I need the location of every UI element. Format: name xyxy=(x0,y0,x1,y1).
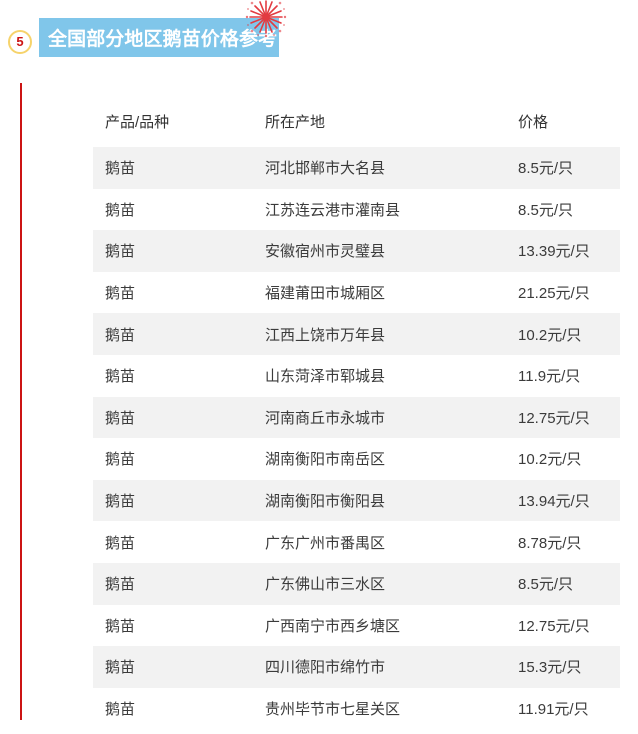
cell-product: 鹅苗 xyxy=(105,493,136,511)
cell-origin: 河北邯郸市大名县 xyxy=(265,160,386,178)
cell-origin: 湖南衡阳市衡阳县 xyxy=(265,493,386,511)
table-row: 鹅苗 江苏连云港市灌南县 8.5元/只 xyxy=(93,188,620,231)
table-row: 鹅苗 广东佛山市三水区 8.5元/只 xyxy=(93,562,620,605)
header-product: 产品/品种 xyxy=(105,113,170,131)
cell-product: 鹅苗 xyxy=(105,617,136,635)
table-row: 鹅苗 河北邯郸市大名县 8.5元/只 xyxy=(93,147,620,189)
table-row: 鹅苗 贵州毕节市七星关区 11.91元/只 xyxy=(93,687,620,730)
cell-origin: 湖南衡阳市南岳区 xyxy=(265,451,386,469)
cell-origin: 江西上饶市万年县 xyxy=(265,326,386,344)
table-row: 鹅苗 河南商丘市永城市 12.75元/只 xyxy=(93,396,620,439)
cell-product: 鹅苗 xyxy=(105,326,136,344)
cell-price: 12.75元/只 xyxy=(518,617,590,635)
cell-origin: 广东广州市番禺区 xyxy=(265,534,386,552)
cell-product: 鹅苗 xyxy=(105,701,136,719)
cell-origin: 江苏连云港市灌南县 xyxy=(265,201,401,219)
table-row: 鹅苗 广东广州市番禺区 8.78元/只 xyxy=(93,521,620,563)
cell-product: 鹅苗 xyxy=(105,576,136,594)
cell-price: 11.9元/只 xyxy=(518,368,581,386)
cell-product: 鹅苗 xyxy=(105,160,136,178)
cell-origin: 福建莆田市城厢区 xyxy=(265,285,386,303)
header-price: 价格 xyxy=(518,113,549,131)
cell-product: 鹅苗 xyxy=(105,534,136,552)
cell-price: 8.5元/只 xyxy=(518,201,574,219)
table-row: 鹅苗 湖南衡阳市南岳区 10.2元/只 xyxy=(93,438,620,480)
cell-origin: 河南商丘市永城市 xyxy=(265,409,386,427)
table-row: 鹅苗 山东菏泽市郓城县 11.9元/只 xyxy=(93,354,620,397)
cell-price: 10.2元/只 xyxy=(518,451,582,469)
cell-price: 8.5元/只 xyxy=(518,160,574,178)
cell-price: 10.2元/只 xyxy=(518,326,582,344)
cell-origin: 安徽宿州市灵璧县 xyxy=(265,243,386,261)
table-header: 产品/品种 所在产地 价格 xyxy=(93,95,620,147)
section-number-badge: 5 xyxy=(8,30,32,54)
table-body: 鹅苗 河北邯郸市大名县 8.5元/只 鹅苗 江苏连云港市灌南县 8.5元/只 鹅… xyxy=(93,147,620,730)
table-row: 鹅苗 湖南衡阳市衡阳县 13.94元/只 xyxy=(93,479,620,522)
cell-price: 21.25元/只 xyxy=(518,285,590,303)
table-row: 鹅苗 福建莆田市城厢区 21.25元/只 xyxy=(93,271,620,314)
section-number: 5 xyxy=(16,34,24,49)
cell-product: 鹅苗 xyxy=(105,451,136,469)
cell-price: 8.5元/只 xyxy=(518,576,574,594)
cell-origin: 广东佛山市三水区 xyxy=(265,576,386,594)
cell-price: 11.91元/只 xyxy=(518,701,589,719)
cell-price: 15.3元/只 xyxy=(518,659,582,677)
cell-origin: 贵州毕节市七星关区 xyxy=(265,701,401,719)
table-row: 鹅苗 四川德阳市绵竹市 15.3元/只 xyxy=(93,646,620,688)
cell-product: 鹅苗 xyxy=(105,201,136,219)
cell-price: 8.78元/只 xyxy=(518,534,582,552)
price-table: 产品/品种 所在产地 价格 鹅苗 河北邯郸市大名县 8.5元/只 鹅苗 江苏连云… xyxy=(93,95,620,730)
accent-line xyxy=(20,83,22,720)
section-title-banner: 全国部分地区鹅苗价格参考 xyxy=(39,18,279,57)
cell-product: 鹅苗 xyxy=(105,243,136,261)
header-origin: 所在产地 xyxy=(265,113,326,131)
cell-product: 鹅苗 xyxy=(105,659,136,677)
cell-origin: 广西南宁市西乡塘区 xyxy=(265,617,401,635)
cell-price: 12.75元/只 xyxy=(518,409,590,427)
section-title: 全国部分地区鹅苗价格参考 xyxy=(48,29,278,50)
cell-price: 13.94元/只 xyxy=(518,493,590,511)
table-row: 鹅苗 广西南宁市西乡塘区 12.75元/只 xyxy=(93,604,620,647)
cell-origin: 山东菏泽市郓城县 xyxy=(265,368,386,386)
table-row: 鹅苗 安徽宿州市灵璧县 13.39元/只 xyxy=(93,230,620,272)
cell-product: 鹅苗 xyxy=(105,409,136,427)
cell-product: 鹅苗 xyxy=(105,285,136,303)
cell-product: 鹅苗 xyxy=(105,368,136,386)
cell-origin: 四川德阳市绵竹市 xyxy=(265,659,386,677)
cell-price: 13.39元/只 xyxy=(518,243,590,261)
table-row: 鹅苗 江西上饶市万年县 10.2元/只 xyxy=(93,313,620,355)
